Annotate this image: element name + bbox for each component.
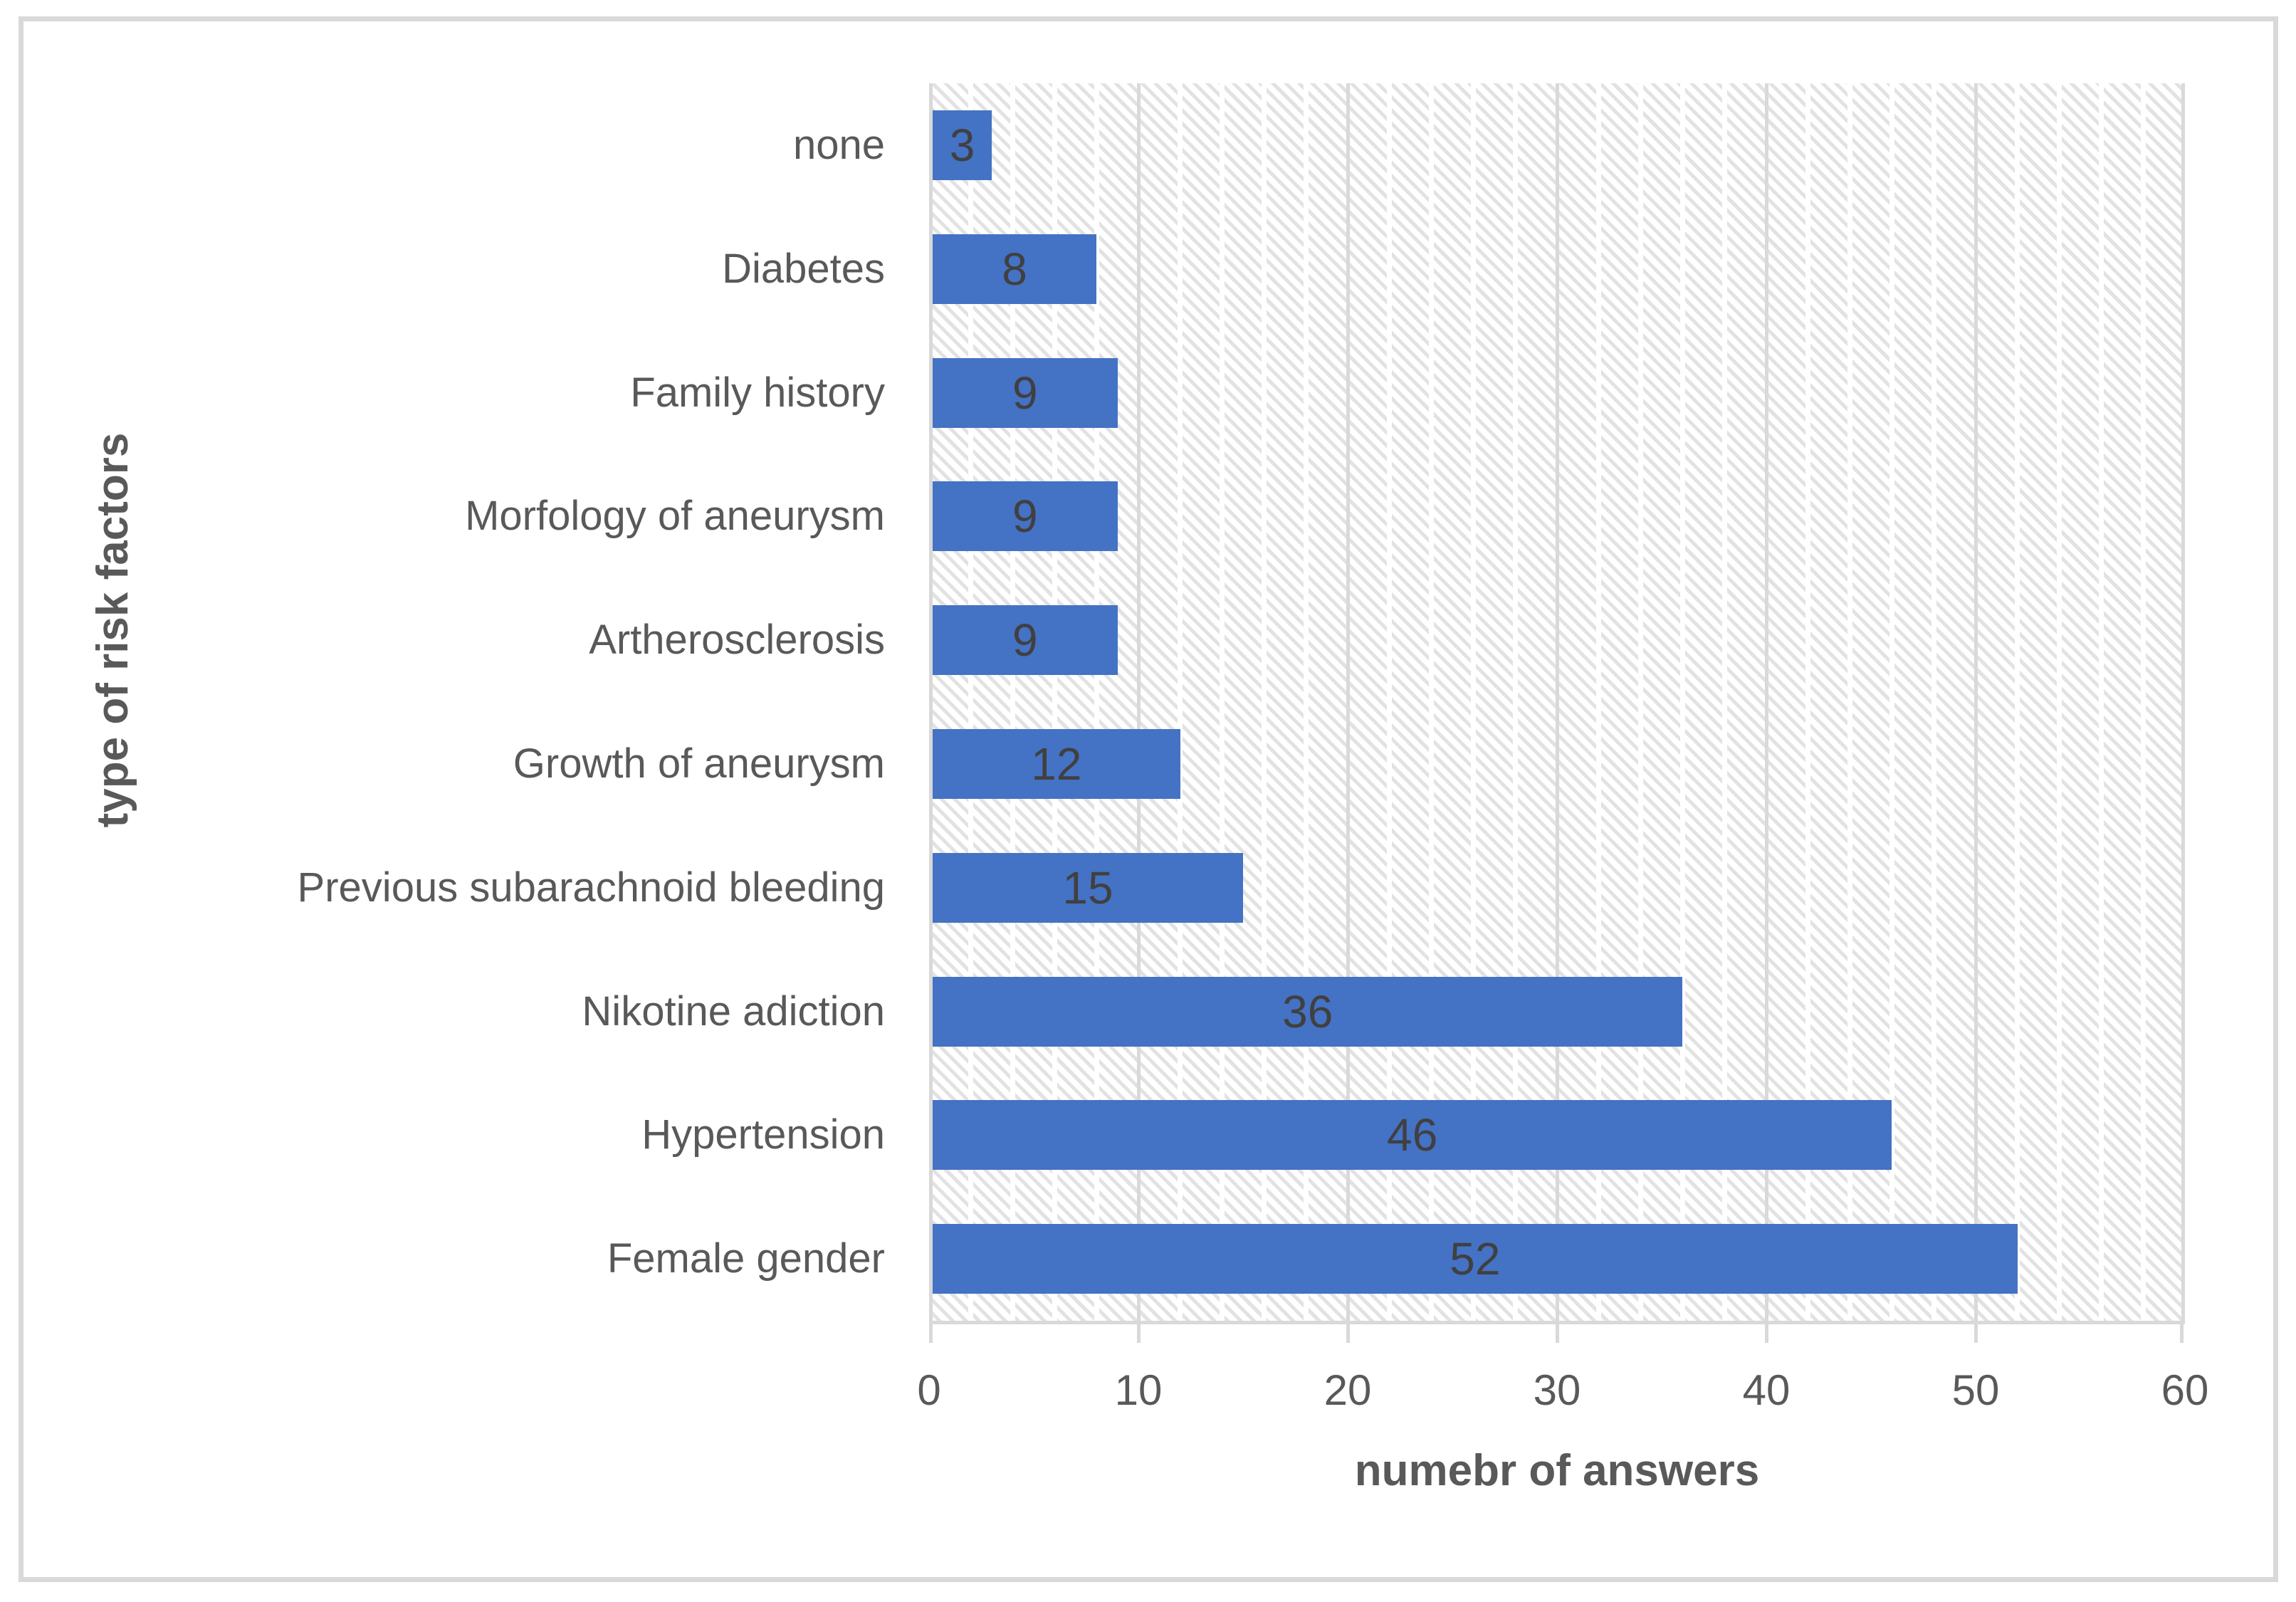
minor-gridline	[2057, 83, 2062, 1321]
minor-gridline	[1220, 83, 1225, 1321]
minor-gridline	[1847, 83, 1853, 1321]
bar	[933, 728, 1180, 799]
minor-gridline	[1052, 83, 1057, 1321]
minor-gridline	[1470, 83, 1476, 1321]
category-label: Previous subarachnoid bleeding	[297, 864, 885, 911]
minor-gridline	[1805, 83, 1811, 1321]
category-label: none	[792, 122, 885, 168]
major-gridline	[1973, 83, 1978, 1321]
tick-mark	[1973, 1324, 1978, 1343]
tick-label: 30	[1533, 1366, 1581, 1414]
major-gridline	[1764, 83, 1768, 1321]
minor-gridline	[1094, 83, 1099, 1321]
bar	[933, 1100, 1892, 1171]
minor-gridline	[1679, 83, 1685, 1321]
bar-value-label: 12	[1031, 738, 1082, 790]
bar-value-label: 46	[1387, 1109, 1438, 1161]
bar	[933, 976, 1683, 1047]
tick-label: 50	[1951, 1366, 2000, 1414]
bar-value-label: 9	[1012, 367, 1038, 419]
bar	[933, 605, 1118, 676]
tick-mark	[929, 1324, 933, 1343]
major-gridline	[1136, 83, 1141, 1321]
minor-gridline	[1429, 83, 1435, 1321]
x-axis-title: numebr of answers	[1354, 1446, 1760, 1495]
category-label: Artherosclerosis	[589, 617, 885, 664]
minor-gridline	[968, 83, 974, 1321]
bar-value-label: 8	[1002, 243, 1027, 295]
tick-mark	[2179, 1324, 2184, 1343]
minor-gridline	[1178, 83, 1183, 1321]
x-axis-tick-labels: 0 10 20 30 40 50 60	[917, 1366, 2208, 1423]
category-label: Family history	[630, 369, 885, 416]
tick-label: 20	[1323, 1366, 1372, 1414]
minor-gridline	[1638, 83, 1644, 1321]
minor-gridline	[1261, 83, 1267, 1321]
minor-gridline	[1596, 83, 1602, 1321]
major-gridline	[929, 83, 933, 1321]
minor-gridline	[1721, 83, 1727, 1321]
bar-value-label: 9	[1012, 491, 1038, 543]
minor-gridline	[1303, 83, 1309, 1321]
bar-value-label: 52	[1450, 1233, 1501, 1285]
bar	[933, 852, 1243, 923]
minor-gridline	[1387, 83, 1393, 1321]
tick-label: 60	[2161, 1366, 2209, 1414]
minor-gridline	[2098, 83, 2104, 1321]
category-label: Diabetes	[722, 245, 885, 292]
plot-area: 3 8 9 9 9 12 15 36 46 52	[929, 83, 2185, 1324]
bar	[933, 481, 1118, 552]
tick-mark	[1555, 1324, 1559, 1343]
category-label: Hypertension	[641, 1111, 885, 1158]
x-axis-ticks	[929, 1324, 2185, 1346]
category-label: Female gender	[607, 1235, 885, 1282]
category-label: Morfology of aneurysm	[465, 493, 885, 540]
bar-value-label: 15	[1062, 862, 1113, 913]
category-label: Nikotine adiction	[582, 988, 885, 1035]
minor-gridline	[1931, 83, 1936, 1321]
category-label: Growth of aneurysm	[513, 740, 885, 787]
bar-value-label: 36	[1282, 985, 1333, 1037]
tick-label: 0	[917, 1366, 941, 1414]
bar-value-label: 9	[1012, 614, 1038, 666]
minor-gridline	[2140, 83, 2146, 1321]
bar	[933, 234, 1097, 304]
tick-label: 10	[1114, 1366, 1163, 1414]
minor-gridline	[2015, 83, 2020, 1321]
tick-mark	[1764, 1324, 1768, 1343]
minor-gridline	[1889, 83, 1894, 1321]
bar	[933, 357, 1118, 428]
major-gridline	[1555, 83, 1559, 1321]
minor-gridline	[1512, 83, 1518, 1321]
bar	[933, 110, 992, 180]
tick-label: 40	[1742, 1366, 1791, 1414]
category-axis-labels: none Diabetes Family history Morfology of a…	[19, 83, 885, 1321]
tick-mark	[1136, 1324, 1141, 1343]
major-gridline	[1346, 83, 1350, 1321]
tick-mark	[1346, 1324, 1350, 1343]
major-gridline	[2181, 83, 2185, 1321]
y-axis-title: type of risk factors	[88, 432, 137, 828]
minor-gridline	[1010, 83, 1016, 1321]
bar-value-label: 3	[949, 119, 975, 171]
bar	[933, 1224, 2018, 1294]
